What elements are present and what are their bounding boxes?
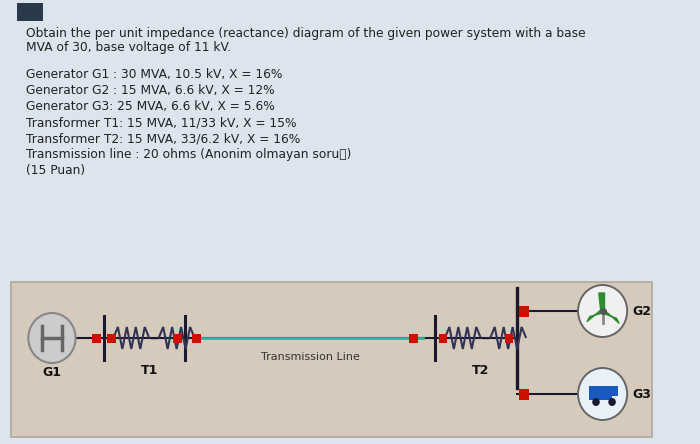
Bar [11,282,652,437]
Text: Transformer T1: 15 MVA, 11/33 kV, X = 15%: Transformer T1: 15 MVA, 11/33 kV, X = 15… [27,116,297,129]
Text: (15 Puan): (15 Puan) [27,164,85,177]
Bar [610,386,617,396]
Bar [174,333,182,342]
Text: Generator G2 : 15 MVA, 6.6 kV, X = 12%: Generator G2 : 15 MVA, 6.6 kV, X = 12% [27,84,275,97]
Circle shape [608,398,616,406]
Text: MVA of 30, base voltage of 11 kV.: MVA of 30, base voltage of 11 kV. [27,41,232,54]
Text: G2: G2 [633,305,652,317]
Circle shape [578,285,627,337]
Bar [410,333,418,342]
Circle shape [578,368,627,420]
Bar [92,333,101,342]
Bar [505,333,513,342]
Text: Transmission line : 20 ohms (Anonim olmayan soruⓘ): Transmission line : 20 ohms (Anonim olma… [27,148,352,161]
Circle shape [592,398,600,406]
Text: T1: T1 [141,364,158,377]
Bar [107,333,116,342]
Text: Obtain the per unit impedance (reactance) diagram of the given power system with: Obtain the per unit impedance (reactance… [27,27,586,40]
Text: Transmission Line: Transmission Line [261,352,360,362]
Bar [519,305,529,317]
Text: Generator G3: 25 MVA, 6.6 kV, X = 5.6%: Generator G3: 25 MVA, 6.6 kV, X = 5.6% [27,100,275,113]
Text: Transformer T2: 15 MVA, 33/6.2 kV, X = 16%: Transformer T2: 15 MVA, 33/6.2 kV, X = 1… [27,132,301,145]
Bar [17,3,43,21]
Bar [193,333,201,342]
Bar [589,386,612,400]
Bar [439,333,447,342]
Text: G3: G3 [633,388,652,400]
Bar [519,388,529,400]
Polygon shape [587,309,603,322]
Polygon shape [602,309,620,324]
Text: T2: T2 [472,364,489,377]
Text: Generator G1 : 30 MVA, 10.5 kV, X = 16%: Generator G1 : 30 MVA, 10.5 kV, X = 16% [27,68,283,81]
Polygon shape [598,293,605,311]
Text: G1: G1 [43,366,62,379]
Circle shape [28,313,76,363]
